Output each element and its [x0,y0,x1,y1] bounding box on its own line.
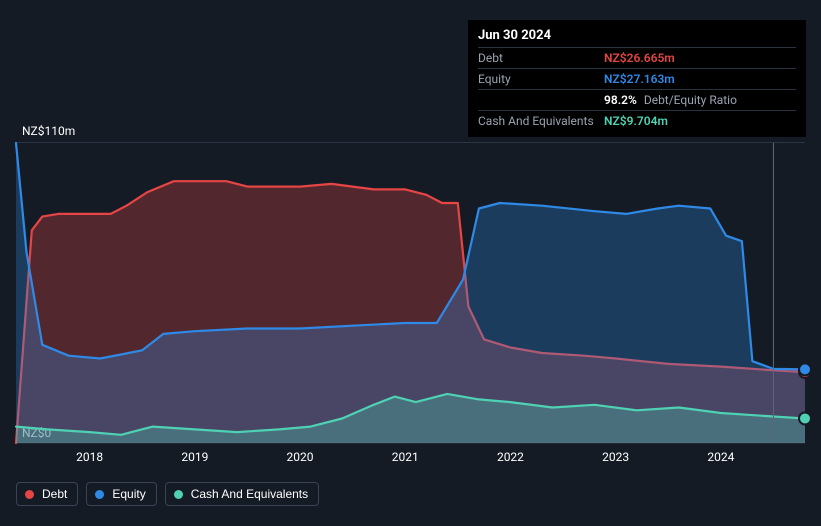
tooltip-value: NZ$9.704m [604,113,668,129]
x-axis-tick: 2022 [497,450,524,464]
tooltip-row-equity: Equity NZ$27.163m [478,68,796,89]
tooltip-value: NZ$27.163m [604,71,675,87]
tooltip-value: NZ$26.665m [604,50,675,66]
tooltip-label: Equity [478,71,604,87]
x-axis-tick: 2021 [392,450,419,464]
x-axis-labels: 2018 2019 2020 2021 2022 2023 2024 [16,450,805,466]
x-axis-tick: 2023 [602,450,629,464]
legend-label: Debt [42,487,67,501]
x-axis-tick: 2024 [707,450,734,464]
x-axis-tick: 2019 [181,450,208,464]
legend-dot-icon [95,490,104,499]
tooltip-label [478,92,604,108]
tooltip-date: Jun 30 2024 [478,28,796,47]
tooltip-row-ratio: 98.2% Debt/Equity Ratio [478,89,796,110]
tooltip-row-debt: Debt NZ$26.665m [478,47,796,68]
tooltip-value: 98.2% Debt/Equity Ratio [604,92,737,108]
legend-item-debt[interactable]: Debt [16,482,78,506]
y-axis-label-max: NZ$110m [22,124,75,138]
chart-tooltip: Jun 30 2024 Debt NZ$26.665m Equity NZ$27… [468,20,806,137]
legend-item-cash[interactable]: Cash And Equivalents [165,482,319,506]
legend-item-equity[interactable]: Equity [86,482,156,506]
legend-label: Equity [112,487,145,501]
legend-dot-icon [25,490,34,499]
tooltip-ratio-extra: Debt/Equity Ratio [644,93,737,107]
tooltip-label: Debt [478,50,604,66]
x-axis-tick: 2018 [76,450,103,464]
tooltip-ratio-value: 98.2% [604,93,637,107]
x-axis-tick: 2020 [287,450,314,464]
chart-svg [16,143,805,443]
legend-label: Cash And Equivalents [191,487,308,501]
chart-plot-area[interactable] [16,142,805,442]
tooltip-row-cash: Cash And Equivalents NZ$9.704m [478,110,796,131]
legend: Debt Equity Cash And Equivalents [16,482,319,506]
tooltip-label: Cash And Equivalents [478,113,604,129]
legend-dot-icon [174,490,183,499]
